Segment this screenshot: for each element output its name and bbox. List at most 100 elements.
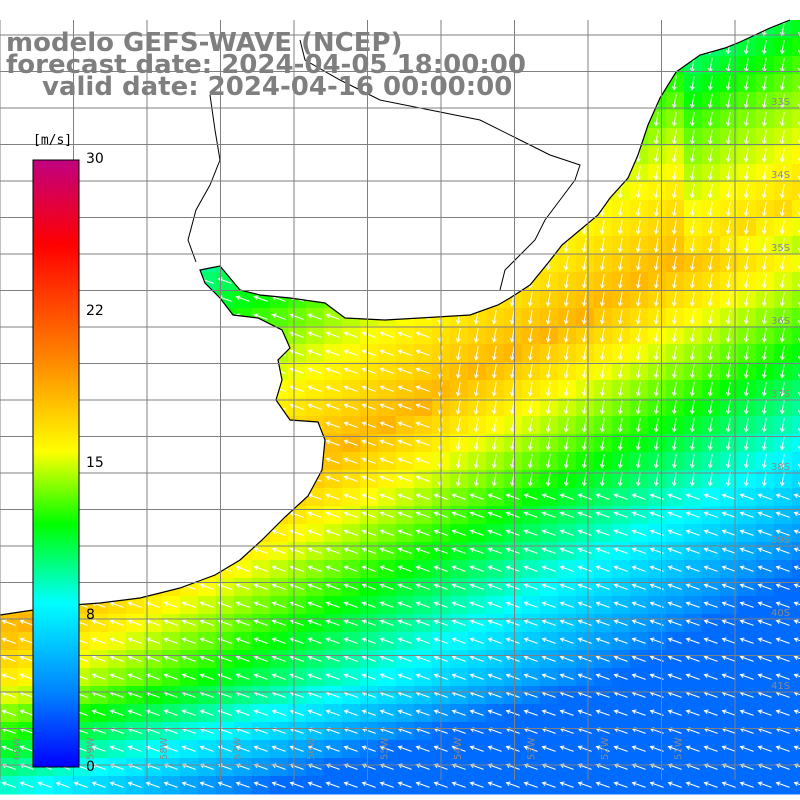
wind-arrow <box>253 151 268 158</box>
wind-arrow <box>379 781 394 788</box>
wind-arrow <box>510 112 515 127</box>
wind-arrow <box>469 583 484 590</box>
wind-arrow <box>793 511 800 518</box>
wind-arrow <box>379 619 394 626</box>
wind-arrow <box>379 583 394 590</box>
wind-arrow <box>307 223 322 230</box>
wind-arrow <box>19 547 34 554</box>
wind-arrow <box>510 184 515 199</box>
field-cell <box>162 398 181 417</box>
wind-arrow <box>492 202 497 217</box>
wind-arrow <box>415 781 430 788</box>
wind-arrow <box>199 709 214 716</box>
field-cell <box>576 200 595 219</box>
field-cell <box>252 200 271 219</box>
wind-arrow <box>564 40 569 55</box>
wind-arrow <box>253 745 268 752</box>
wind-arrow <box>415 493 430 500</box>
wind-arrow <box>415 169 430 176</box>
field-cell <box>630 110 649 129</box>
wind-arrow <box>145 619 160 626</box>
wind-arrow <box>492 184 497 199</box>
wind-arrow <box>199 205 214 212</box>
wind-arrow <box>253 637 268 644</box>
field-cell <box>288 128 307 147</box>
wind-arrow <box>541 781 556 788</box>
wind-arrow <box>636 238 641 253</box>
wind-arrow <box>109 511 124 518</box>
wind-arrow <box>181 331 196 338</box>
field-cell <box>126 506 145 525</box>
wind-arrow <box>307 565 322 572</box>
wind-arrow <box>541 601 556 608</box>
wind-arrow <box>564 202 569 217</box>
wind-arrow <box>600 418 605 433</box>
wind-arrow <box>780 202 785 217</box>
wind-arrow <box>744 220 749 235</box>
wind-arrow <box>235 169 250 176</box>
wind-arrow <box>667 601 682 608</box>
wind-arrow <box>672 220 677 235</box>
field-cell <box>198 452 217 471</box>
field-cell <box>396 164 415 183</box>
field-cell <box>234 128 253 147</box>
wind-arrow <box>636 184 641 199</box>
wind-arrow <box>757 619 772 626</box>
wind-arrow <box>721 745 736 752</box>
field-cell <box>792 200 800 219</box>
field-cell <box>270 506 289 525</box>
wind-arrow <box>564 454 569 469</box>
wind-arrow <box>37 151 52 158</box>
wind-arrow <box>217 781 232 788</box>
wind-arrow <box>253 403 268 410</box>
wind-arrow <box>235 745 250 752</box>
wind-arrow <box>145 709 160 716</box>
wind-arrow <box>505 601 520 608</box>
wind-arrow <box>361 115 376 122</box>
wind-arrow <box>397 745 412 752</box>
wind-arrow <box>91 349 106 356</box>
wind-arrow <box>325 295 340 302</box>
wind-arrow <box>793 655 800 662</box>
wind-arrow <box>109 259 124 266</box>
wind-arrow <box>762 400 767 415</box>
field-cell <box>54 110 73 129</box>
field-cell <box>792 704 800 723</box>
field-cell <box>684 38 703 57</box>
wind-arrow <box>618 292 623 307</box>
field-cell <box>162 146 181 165</box>
wind-arrow <box>91 385 106 392</box>
wind-arrow <box>708 256 713 271</box>
wind-arrow <box>1 655 16 662</box>
field-cell <box>90 218 109 237</box>
field-cell <box>468 164 487 183</box>
wind-arrow <box>618 472 623 487</box>
wind-arrow <box>690 166 695 181</box>
field-cell <box>288 182 307 201</box>
wind-arrow <box>523 529 538 536</box>
field-cell <box>288 236 307 255</box>
wind-arrow <box>726 166 731 181</box>
field-cell <box>792 164 800 183</box>
wind-arrow <box>325 403 340 410</box>
field-cell <box>558 74 577 93</box>
wind-arrow <box>613 655 628 662</box>
field-cell <box>342 218 361 237</box>
wind-arrow <box>451 745 466 752</box>
wind-arrow <box>739 493 754 500</box>
wind-arrow <box>181 277 196 284</box>
wind-arrow <box>690 76 695 91</box>
wind-arrow <box>775 619 790 626</box>
wind-arrow <box>109 133 124 140</box>
wind-arrow <box>438 238 443 253</box>
field-cell <box>522 236 541 255</box>
wind-arrow <box>577 655 592 662</box>
wind-arrow <box>145 259 160 266</box>
field-cell <box>270 164 289 183</box>
wind-arrow <box>469 655 484 662</box>
wind-arrow <box>235 673 250 680</box>
field-cell <box>0 416 19 435</box>
field-cell <box>234 524 253 543</box>
field-cell <box>558 146 577 165</box>
